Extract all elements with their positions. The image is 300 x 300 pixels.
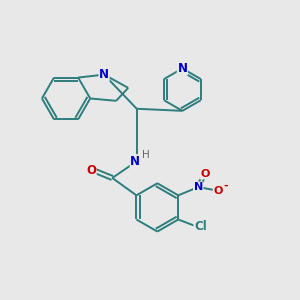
Text: -: - bbox=[224, 181, 228, 191]
Text: N: N bbox=[177, 62, 188, 75]
Text: Cl: Cl bbox=[194, 220, 207, 233]
Text: H: H bbox=[142, 150, 149, 160]
Text: O: O bbox=[200, 169, 209, 179]
Text: N: N bbox=[130, 155, 140, 168]
Text: O: O bbox=[213, 186, 223, 196]
Text: O: O bbox=[86, 164, 96, 176]
Text: N: N bbox=[99, 68, 109, 81]
Text: N: N bbox=[194, 182, 203, 192]
